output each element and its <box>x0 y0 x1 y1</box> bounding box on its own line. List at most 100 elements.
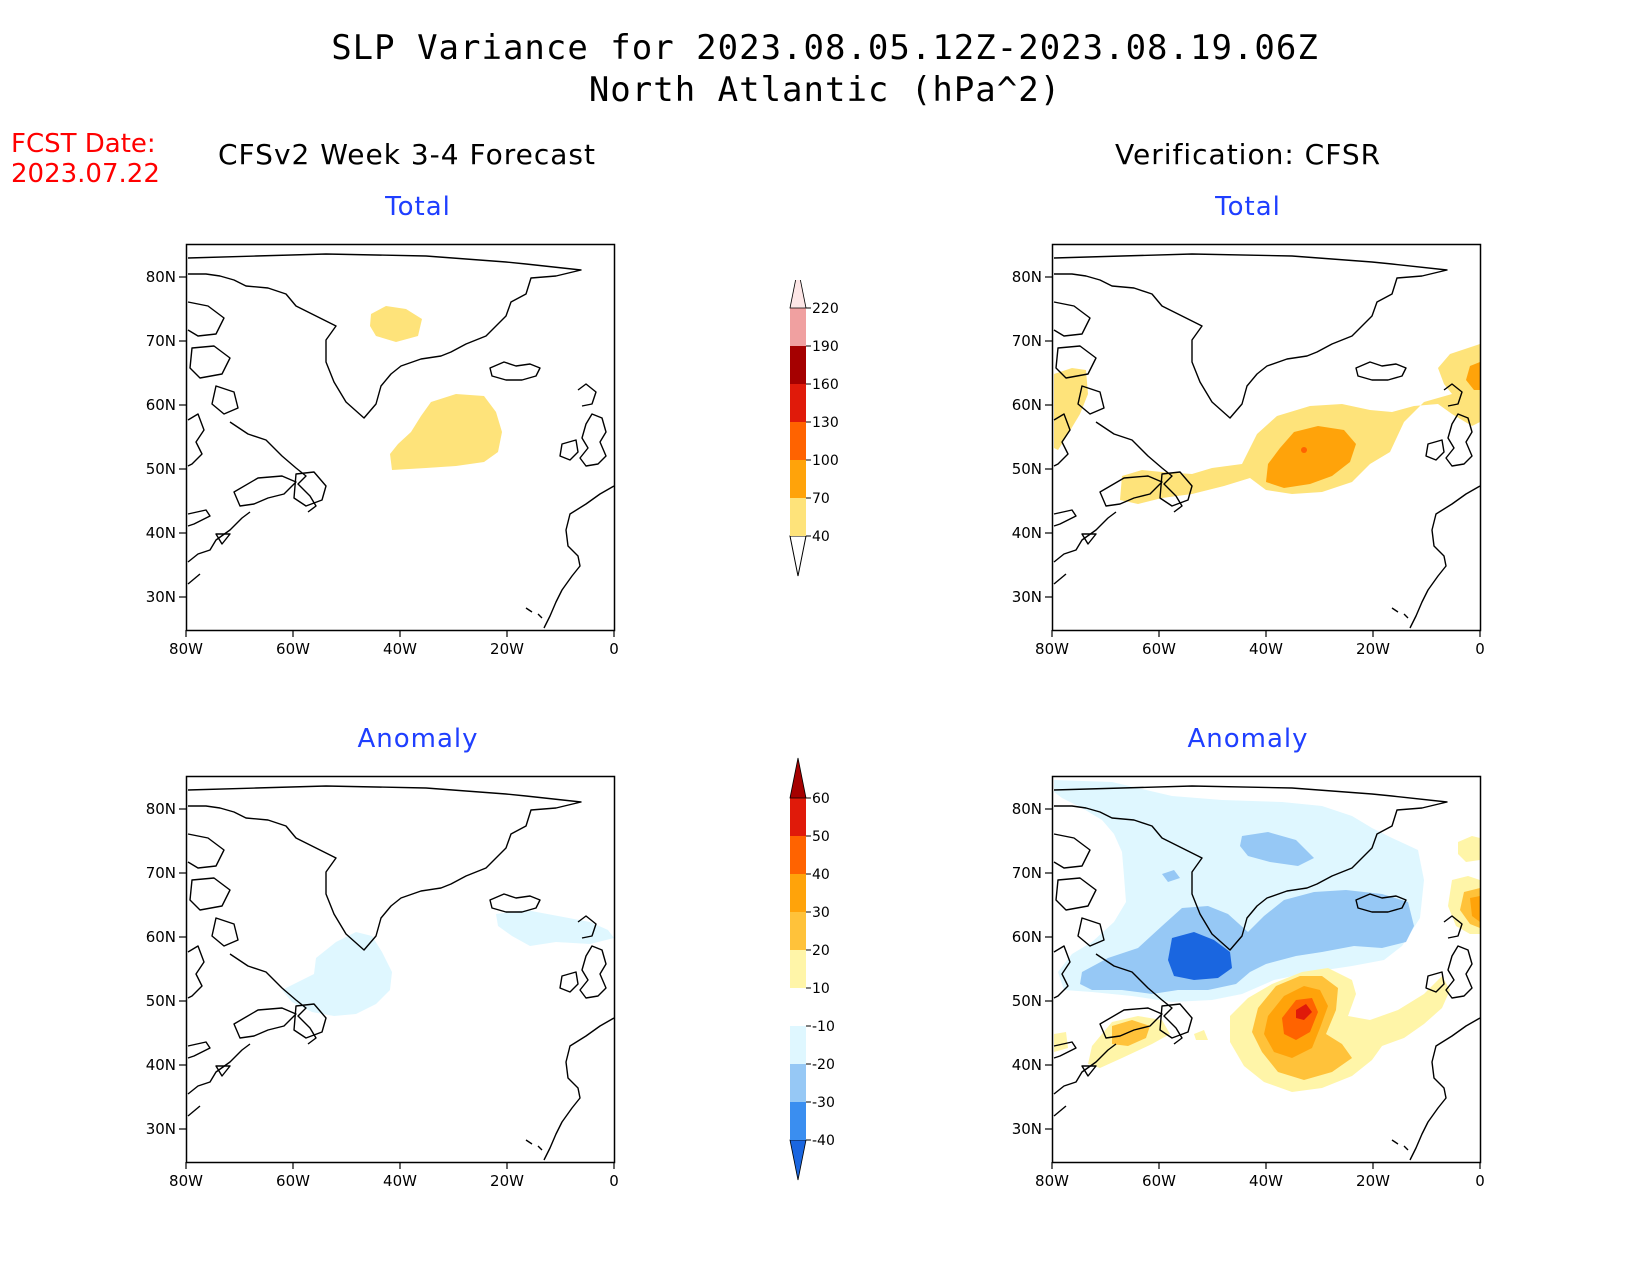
colorbar-swatch <box>790 1026 806 1064</box>
lon-tick-label: 40W <box>383 640 417 658</box>
colorbar-tick-label: 70 <box>812 491 830 507</box>
colorbar-tick-label: 50 <box>812 829 830 845</box>
colorbar-swatch <box>790 1102 806 1140</box>
map-frame <box>185 775 616 1164</box>
lon-tick-label: 80W <box>169 640 203 658</box>
colorbar-swatch <box>790 422 806 460</box>
lat-tick-label: 80N <box>146 268 176 286</box>
colorbar-swatch <box>790 798 806 836</box>
lon-tick-label: 40W <box>1249 1172 1283 1190</box>
colorbar-swatch <box>790 874 806 912</box>
lat-tick-label: 70N <box>146 864 176 882</box>
colorbar-tick-label: 30 <box>812 905 830 921</box>
verification-anomaly-contour-20-west <box>1112 1020 1150 1046</box>
colorbar-swatch <box>790 308 806 346</box>
lon-tick-label: 60W <box>276 640 310 658</box>
colorbar-tick-label: -30 <box>812 1095 835 1111</box>
lat-tick-label: 30N <box>146 588 176 606</box>
lat-tick-label: 70N <box>1012 332 1042 350</box>
verification-anomaly-contour-neg20-small <box>1162 870 1180 882</box>
colorbar-swatch <box>790 1064 806 1102</box>
lat-tick-label: 80N <box>146 800 176 818</box>
colorbar-lower-arrow <box>789 535 807 577</box>
verification-total-contour-70 <box>1266 426 1356 488</box>
lon-tick-label: 20W <box>1356 1172 1390 1190</box>
forecast-anomaly-map: 80W 60W 40W 20W 0 80N 70N 60N 50N 40N 30N <box>146 775 619 1190</box>
colorbar-swatch <box>790 498 806 536</box>
forecast-anomaly-title: Anomaly <box>357 724 479 754</box>
verification-anomaly-title: Anomaly <box>1187 724 1309 754</box>
forecast-column-heading: CFSv2 Week 3-4 Forecast <box>218 138 596 171</box>
lon-tick-label: 60W <box>1142 1172 1176 1190</box>
fcst-date-value: 2023.07.22 <box>11 159 160 189</box>
colorbar-tick-label: 20 <box>812 943 830 959</box>
lon-tick-label: 80W <box>1035 1172 1069 1190</box>
lon-tick-label: 20W <box>490 1172 524 1190</box>
verification-total-contour-40-west <box>1054 368 1088 450</box>
lat-tick-label: 40N <box>146 1056 176 1074</box>
forecast-total-contour-40-north <box>370 306 422 342</box>
verification-anomaly-contour-50 <box>1296 1004 1312 1020</box>
colorbar-tick-label: -10 <box>812 1019 835 1035</box>
lat-tick-label: 50N <box>146 992 176 1010</box>
lat-tick-label: 50N <box>1012 460 1042 478</box>
lon-tick-label: 0 <box>609 1172 619 1190</box>
verification-anomaly-contour-neg20 <box>1080 890 1414 994</box>
lat-tick-label: 70N <box>146 332 176 350</box>
main-subtitle: North Atlantic (hPa^2) <box>588 70 1062 110</box>
verification-anomaly-contour-10-corner <box>1054 1032 1068 1052</box>
lat-tick-label: 60N <box>1012 928 1042 946</box>
colorbar-swatch <box>790 346 806 384</box>
colorbar-swatch <box>790 836 806 874</box>
forecast-total-contour-40-central <box>390 394 502 470</box>
lat-tick-label: 70N <box>1012 864 1042 882</box>
colorbar-tick-label: -20 <box>812 1057 835 1073</box>
lon-tick-label: 40W <box>383 1172 417 1190</box>
verification-column-heading: Verification: CFSR <box>1115 138 1382 171</box>
map-frame <box>185 243 616 632</box>
colorbar-tick-label: 40 <box>812 867 830 883</box>
lat-tick-label: 50N <box>1012 992 1042 1010</box>
verification-total-contour-100 <box>1301 447 1307 453</box>
colorbar-tick-label: 130 <box>812 415 839 431</box>
lat-tick-label: 80N <box>1012 800 1042 818</box>
forecast-anomaly-contour-neg10 <box>282 932 392 1016</box>
lat-tick-label: 40N <box>1012 1056 1042 1074</box>
lat-tick-label: 50N <box>146 460 176 478</box>
colorbar-tick-label: 100 <box>812 453 839 469</box>
lat-tick-label: 30N <box>1012 588 1042 606</box>
verification-anomaly-contour-neg30 <box>1168 932 1232 980</box>
forecast-total-map: 80W 60W 40W 20W 0 80N 70N 60N 50N 40N 30N <box>146 243 619 658</box>
lon-tick-label: 60W <box>1142 640 1176 658</box>
lat-tick-label: 30N <box>1012 1120 1042 1138</box>
lat-tick-label: 60N <box>146 928 176 946</box>
verification-total-contour-70-east <box>1466 362 1480 390</box>
lon-tick-label: 0 <box>609 640 619 658</box>
main-title: SLP Variance for 2023.08.05.12Z-2023.08.… <box>331 28 1319 68</box>
forecast-anomaly-contour-neg10-east <box>496 910 614 946</box>
fcst-date-label: FCST Date: <box>11 129 156 159</box>
verification-anomaly-contour-30-east <box>1470 896 1480 922</box>
verification-anomaly-contour-neg20-north <box>1240 832 1314 866</box>
lat-tick-label: 80N <box>1012 268 1042 286</box>
colorbar-upper-arrow <box>789 280 807 309</box>
colorbar-swatch <box>790 988 806 1026</box>
colorbar-tick-label: 190 <box>812 339 839 355</box>
forecast-total-title: Total <box>385 192 451 222</box>
total-colorbar: 40 70 100 130 160 190 220 <box>789 280 839 577</box>
colorbar-swatch <box>790 950 806 988</box>
lon-tick-label: 0 <box>1475 1172 1485 1190</box>
lat-tick-label: 30N <box>146 1120 176 1138</box>
colorbar-swatch <box>790 912 806 950</box>
colorbar-tick-label: 220 <box>812 301 839 317</box>
lon-tick-label: 0 <box>1475 640 1485 658</box>
lon-tick-label: 60W <box>276 1172 310 1190</box>
verification-anomaly-contour-10-small <box>1194 1030 1208 1040</box>
verification-total-title: Total <box>1215 192 1281 222</box>
verification-anomaly-map: 80W 60W 40W 20W 0 80N 70N 60N 50N 40N 30N <box>1012 775 1485 1190</box>
colorbar-swatch <box>790 384 806 422</box>
anomaly-colorbar: -40 -30 -20 -10 10 20 30 40 50 60 <box>789 757 835 1181</box>
lon-tick-label: 80W <box>169 1172 203 1190</box>
verification-total-map: 80W 60W 40W 20W 0 80N 70N 60N 50N 40N 30N <box>1012 243 1485 658</box>
lat-tick-label: 60N <box>1012 396 1042 414</box>
